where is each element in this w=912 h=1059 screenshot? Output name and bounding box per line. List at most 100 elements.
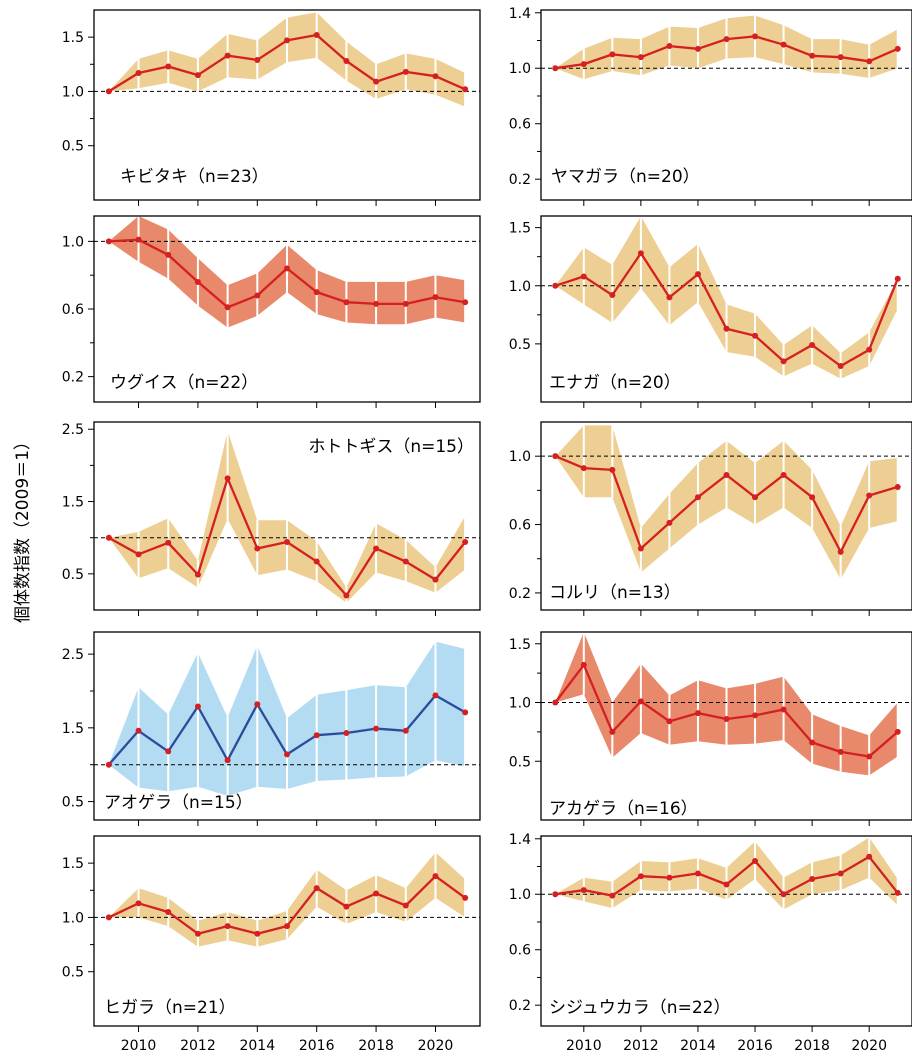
y-tick-label: 1.0 (62, 234, 84, 250)
y-tick-label: 0.5 (62, 795, 84, 811)
data-point (402, 727, 409, 734)
data-point (135, 69, 142, 76)
y-tick-label: 1.0 (509, 449, 531, 465)
chart-panel: 0.5 1.0 1.5 アカゲラ（n=16） (509, 631, 912, 826)
data-point (866, 753, 873, 760)
y-tick-label: 1.5 (62, 30, 84, 46)
y-tick-label: 0.6 (509, 518, 531, 534)
y-tick-label: 0.5 (509, 754, 531, 770)
data-point (313, 31, 320, 38)
data-point (224, 757, 231, 764)
data-point (194, 930, 201, 937)
data-point (343, 730, 350, 737)
y-tick-label: 0.2 (509, 172, 531, 188)
data-point (343, 903, 350, 910)
data-point (552, 891, 559, 898)
x-tick-label: 2016 (299, 1038, 335, 1054)
x-tick-label: 2010 (566, 1038, 602, 1054)
data-point (254, 930, 261, 937)
data-point (694, 710, 701, 717)
data-point (284, 923, 290, 930)
y-tick-label: 1.5 (62, 721, 84, 737)
data-point (637, 250, 644, 257)
data-point (580, 661, 587, 668)
data-point (343, 592, 350, 599)
confidence-band (555, 216, 898, 379)
y-tick-label: 1.5 (509, 637, 531, 653)
data-point (694, 45, 701, 52)
data-point (894, 45, 901, 52)
data-point (752, 494, 759, 501)
data-point (809, 342, 816, 349)
y-tick-label: 0.5 (509, 337, 531, 353)
panel-frame (93, 9, 481, 201)
data-point (194, 571, 201, 578)
data-point (313, 558, 320, 565)
panel-frame (93, 631, 481, 821)
data-point (135, 900, 142, 907)
data-point (165, 909, 172, 915)
chart-panel: 0.5 1.0 1.5 エナガ（n=20） (509, 215, 912, 408)
data-point (343, 58, 350, 65)
species-label: シジュウカラ（n=22） (549, 998, 730, 1018)
y-tick-label: 0.2 (62, 370, 84, 386)
panel-frame (540, 421, 912, 611)
chart-panel: 0.5 1.0 1.5 キビタキ（n=23） (62, 9, 481, 206)
data-point (609, 466, 616, 473)
x-tick-label: 2014 (680, 1038, 716, 1054)
data-point (373, 545, 380, 552)
data-point (224, 52, 231, 59)
data-point (866, 346, 873, 353)
data-point (694, 271, 701, 278)
data-point (809, 739, 816, 746)
y-tick-label: 1.5 (62, 495, 84, 511)
y-tick-label: 0.5 (62, 567, 84, 583)
data-point (723, 471, 730, 478)
species-label: アカゲラ（n=16） (549, 799, 698, 819)
data-point (894, 889, 901, 896)
data-point (666, 294, 673, 301)
panel-frame (540, 631, 912, 821)
data-point (343, 299, 350, 306)
data-point (373, 78, 380, 85)
data-point (552, 453, 559, 460)
data-point (752, 712, 759, 719)
x-tick-label: 2012 (623, 1038, 659, 1054)
data-point (373, 725, 380, 732)
x-tick-label: 2018 (358, 1038, 394, 1054)
data-point (894, 483, 901, 490)
data-point (194, 703, 201, 710)
data-point (837, 748, 844, 755)
data-point (135, 236, 142, 243)
y-tick-label: 1.4 (509, 6, 531, 22)
y-tick-label: 0.5 (62, 139, 84, 155)
y-tick-label: 1.4 (509, 832, 531, 848)
chart-panel: 0.5 1.5 2.5 ホトトギス（n=15） (62, 421, 481, 616)
data-point (837, 362, 844, 369)
data-point (402, 558, 409, 565)
data-point (462, 539, 469, 546)
data-point (254, 292, 261, 299)
panel-frame (93, 421, 481, 611)
data-point (432, 576, 439, 583)
chart-panel: 0.2 0.6 1.0 コルリ（n=13） (509, 421, 912, 616)
data-point (313, 885, 320, 892)
data-point (809, 875, 816, 882)
x-tick-label: 2018 (794, 1038, 830, 1054)
data-point (609, 728, 616, 735)
data-point (105, 534, 112, 541)
data-point (666, 519, 673, 526)
panel-frame (540, 835, 912, 1027)
data-point (194, 278, 201, 285)
y-tick-label: 1.0 (509, 887, 531, 903)
x-tick-label: 2010 (121, 1038, 157, 1054)
data-point (432, 692, 439, 699)
y-tick-label: 1.0 (509, 696, 531, 712)
data-point (105, 761, 112, 768)
data-point (637, 545, 644, 552)
species-label: アオゲラ（n=15） (104, 793, 253, 813)
data-point (165, 539, 172, 546)
y-axis-label: 個体数指数（2009＝1） (13, 433, 33, 623)
data-point (894, 728, 901, 735)
data-point (402, 300, 409, 307)
